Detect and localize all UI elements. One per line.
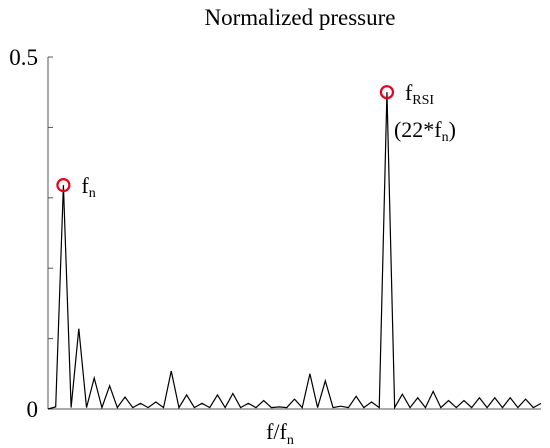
peak-label: fn — [81, 173, 95, 201]
y-tick-label: 0 — [27, 397, 39, 422]
y-ticks: 00.5 — [9, 45, 53, 422]
x-axis-label: f/fn — [266, 419, 294, 448]
axes — [47, 57, 541, 410]
peak-sublabel: (22*fn) — [394, 117, 456, 145]
series-line — [47, 92, 542, 410]
y-tick-label: 0.5 — [9, 45, 38, 70]
peak-marker — [56, 178, 71, 193]
peak-marker — [379, 85, 395, 100]
series — [47, 92, 542, 410]
peak-label: fRSI — [405, 80, 434, 108]
chart-title: Normalized pressure — [205, 5, 396, 30]
peak-markers: fn fRSI (22*fn) — [56, 80, 456, 201]
